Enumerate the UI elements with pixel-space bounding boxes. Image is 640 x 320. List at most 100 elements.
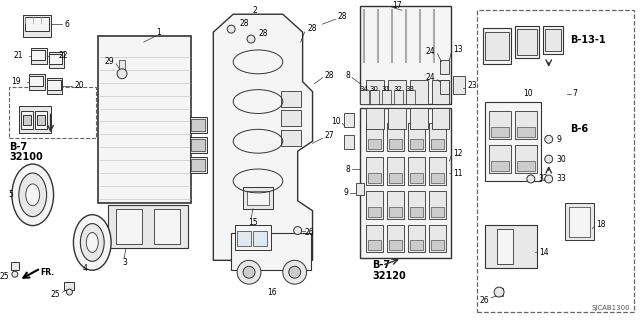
Bar	[366, 157, 383, 185]
Bar	[368, 207, 381, 217]
Bar	[387, 157, 404, 185]
Bar	[429, 157, 445, 185]
Text: 7: 7	[573, 89, 577, 98]
Bar	[231, 233, 310, 270]
Text: 9: 9	[344, 188, 348, 197]
Bar	[360, 90, 369, 104]
Bar	[366, 191, 383, 219]
Text: 28: 28	[239, 19, 248, 28]
Bar	[408, 124, 425, 151]
Text: 18: 18	[596, 220, 606, 229]
Bar	[368, 173, 381, 183]
Bar	[388, 108, 406, 129]
Bar	[388, 80, 406, 104]
Bar	[491, 161, 509, 171]
Text: 32: 32	[539, 174, 548, 183]
Bar	[9, 87, 96, 138]
Bar	[47, 78, 63, 94]
Bar	[281, 130, 301, 146]
Text: 3: 3	[122, 258, 127, 267]
Text: 33: 33	[557, 174, 566, 183]
Bar	[344, 135, 354, 149]
Bar	[515, 26, 539, 58]
Text: 29: 29	[104, 57, 114, 66]
Text: 10: 10	[524, 89, 533, 98]
Bar	[440, 80, 449, 94]
Text: B-7: B-7	[372, 260, 390, 270]
Ellipse shape	[86, 233, 98, 252]
Text: 24: 24	[426, 47, 436, 56]
Bar	[47, 80, 61, 90]
Circle shape	[545, 135, 553, 143]
Bar	[454, 76, 465, 94]
Bar	[410, 108, 428, 129]
Circle shape	[67, 289, 72, 295]
Text: 2: 2	[253, 6, 257, 15]
Bar	[515, 111, 537, 139]
Bar	[410, 139, 422, 149]
Text: 1: 1	[156, 28, 161, 36]
Bar	[431, 207, 444, 217]
Text: 33: 33	[405, 86, 414, 92]
Bar	[191, 119, 205, 131]
Bar	[431, 173, 444, 183]
Text: 14: 14	[539, 248, 548, 257]
Bar	[517, 127, 535, 137]
Bar	[389, 173, 402, 183]
Text: 8: 8	[346, 164, 350, 173]
Bar	[247, 191, 269, 205]
Bar	[189, 137, 207, 153]
Text: 17: 17	[392, 1, 401, 10]
Bar	[366, 80, 384, 104]
Text: 5: 5	[8, 190, 13, 199]
Text: 28: 28	[259, 28, 268, 37]
Text: 25: 25	[0, 272, 9, 281]
Bar	[191, 159, 205, 171]
Bar	[495, 288, 503, 296]
Bar	[108, 205, 188, 248]
Bar	[431, 240, 444, 250]
Bar	[489, 111, 511, 139]
Bar	[23, 15, 51, 37]
Bar	[545, 29, 561, 51]
Bar	[21, 111, 33, 129]
Circle shape	[289, 266, 301, 278]
Circle shape	[283, 260, 307, 284]
Bar	[370, 90, 379, 104]
Bar	[485, 225, 537, 268]
Bar	[31, 48, 47, 64]
Circle shape	[494, 287, 504, 297]
Text: 26: 26	[479, 295, 489, 305]
Circle shape	[243, 266, 255, 278]
Text: 31: 31	[381, 86, 390, 92]
Text: 25: 25	[51, 290, 61, 299]
Bar	[389, 207, 402, 217]
Bar	[65, 282, 74, 290]
Bar	[23, 116, 31, 125]
Bar	[11, 262, 19, 270]
Bar	[440, 60, 449, 74]
Bar	[410, 207, 422, 217]
Bar	[281, 110, 301, 126]
Bar	[408, 157, 425, 185]
Bar	[29, 74, 45, 90]
Bar	[485, 32, 509, 60]
Text: B-7: B-7	[9, 142, 27, 152]
Text: 8: 8	[346, 71, 350, 80]
Bar	[243, 187, 273, 209]
Bar	[235, 225, 271, 250]
Bar	[19, 106, 51, 133]
Text: B-13-1: B-13-1	[570, 35, 606, 45]
Circle shape	[545, 155, 553, 163]
Bar	[517, 161, 535, 171]
Circle shape	[227, 25, 235, 33]
Bar	[98, 36, 191, 203]
Circle shape	[545, 175, 553, 183]
Bar	[389, 139, 402, 149]
Circle shape	[12, 271, 18, 277]
Text: 15: 15	[248, 218, 258, 227]
Text: 27: 27	[324, 131, 334, 140]
Text: 12: 12	[454, 149, 463, 158]
Bar	[497, 228, 513, 264]
Bar	[517, 29, 537, 55]
